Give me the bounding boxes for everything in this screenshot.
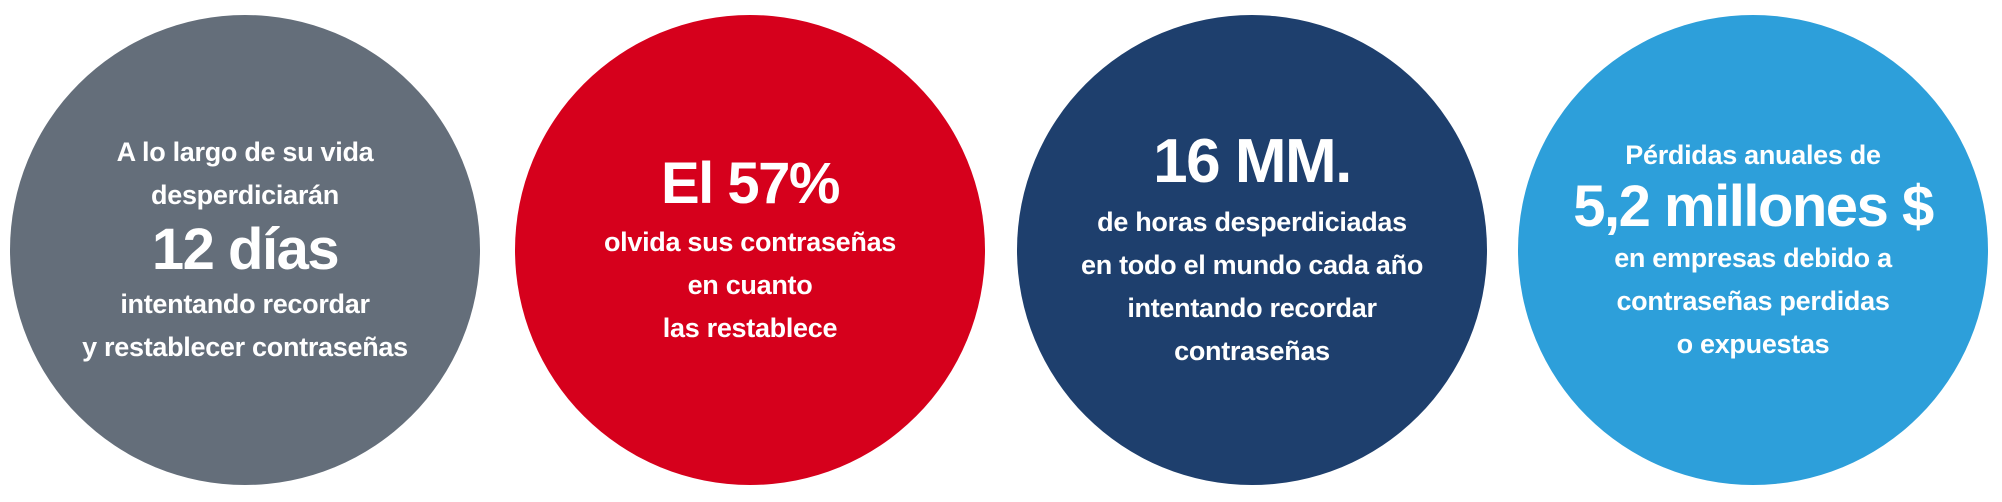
stat-text: Pérdidas anuales de	[1625, 140, 1881, 170]
stat-circle-forget-percent: El 57% olvida sus contraseñas en cuanto …	[515, 15, 985, 485]
stat-text: en todo el mundo cada año	[1080, 250, 1424, 280]
stat-text: intentando recordar	[1127, 293, 1377, 323]
stat-circle-lifetime-days: A lo largo de su vida desperdiciarán 12 …	[10, 15, 480, 485]
stat-highlight: 16 MM.	[1153, 127, 1352, 196]
stat-highlight: 5,2 millones $	[1573, 174, 1934, 239]
stat-text: en cuanto	[687, 269, 813, 300]
stat-text: contraseñas perdidas	[1616, 286, 1890, 316]
stat-text: o expuestas	[1676, 329, 1830, 359]
stat-highlight: El 57%	[661, 150, 841, 216]
stat-text: olvida sus contraseñas	[603, 226, 897, 257]
stat-text: en empresas debido a	[1614, 243, 1892, 273]
stat-text: las restablece	[662, 312, 838, 343]
stat-highlight: 12 días	[151, 217, 340, 282]
stat-circle-wasted-hours: 16 MM. de horas desperdiciadas en todo e…	[1017, 15, 1487, 485]
stat-text: de horas desperdiciadas	[1097, 207, 1407, 237]
stat-text: A lo largo de su vida	[116, 137, 374, 167]
stat-text: desperdiciarán	[151, 180, 339, 210]
stat-circle-annual-losses: Pérdidas anuales de 5,2 millones $ en em…	[1518, 15, 1988, 485]
stat-text: y restablecer contraseñas	[82, 332, 408, 362]
stat-text: intentando recordar	[120, 289, 370, 319]
stat-text: contraseñas	[1174, 336, 1330, 366]
